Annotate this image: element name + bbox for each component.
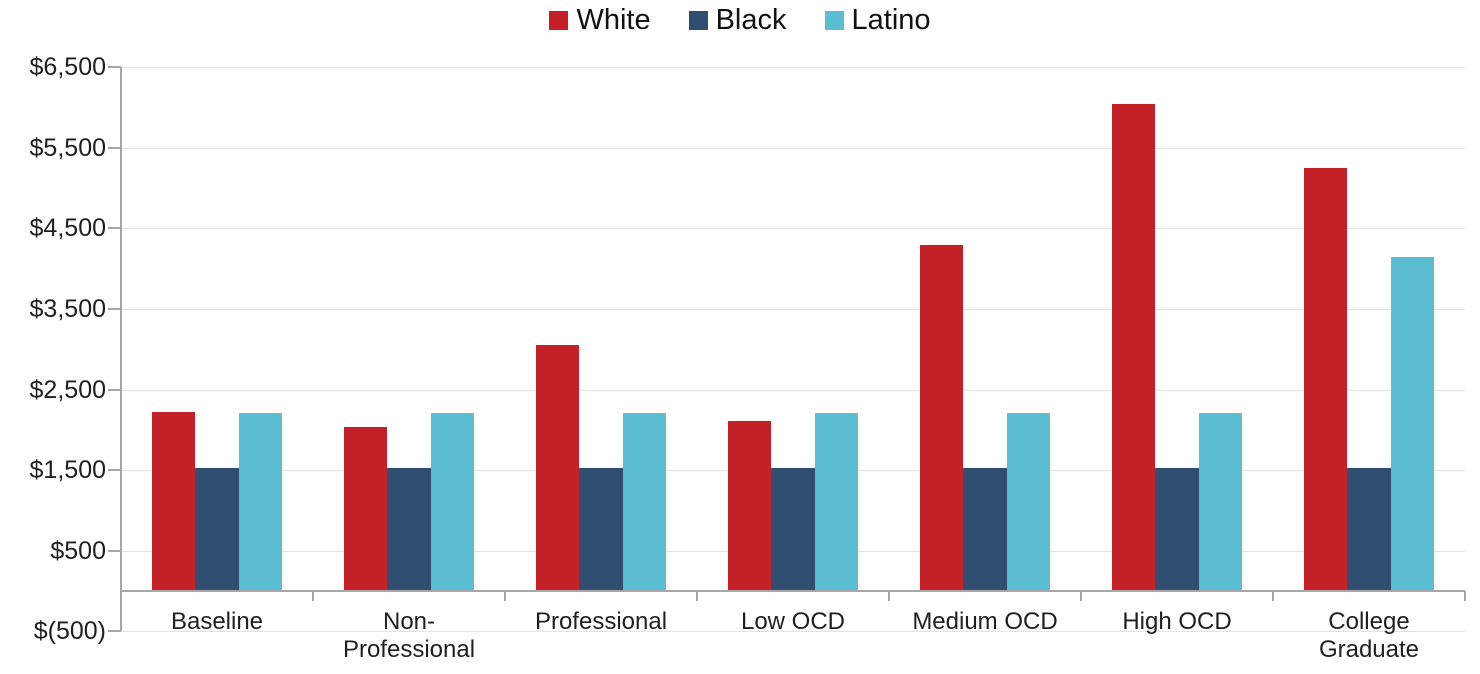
x-category-label: Non- Professional [342,608,476,663]
bar-white-low-ocd [728,421,772,591]
y-tick-label: $1,500 [29,456,106,485]
x-axis-tick [888,591,890,601]
y-tick-label: $5,500 [29,133,106,162]
bar-white-baseline [152,412,196,591]
y-axis-tick [108,66,121,69]
x-axis-tick [1272,591,1274,601]
gridline [121,228,1465,230]
x-category-label: Professional [534,608,668,635]
bar-black-professional [579,467,623,591]
bar-white-college-graduate [1304,168,1348,591]
x-category-label: High OCD [1122,608,1232,635]
x-axis-line [121,590,1465,592]
y-axis-tick [108,549,121,552]
bar-latino-low-ocd [814,412,858,591]
y-tick-label: $500 [50,536,106,565]
bar-black-non-professional [387,467,431,591]
y-tick-label: $6,500 [29,53,106,82]
y-tick-label: $(500) [33,617,106,646]
bar-white-professional [536,344,580,591]
bar-black-medium-ocd [963,467,1007,591]
gridline [121,147,1465,149]
x-category-label: Medium OCD [912,608,1058,635]
x-axis-tick [1464,591,1466,601]
x-axis-tick [504,591,506,601]
legend-swatch-black [688,10,708,30]
x-category-label: Low OCD [740,608,846,635]
bar-black-baseline [195,467,239,591]
gridline [121,631,1465,633]
x-axis-tick [1080,591,1082,601]
legend-item-black: Black [688,3,787,36]
legend-label-latino: Latino [851,3,931,36]
legend-swatch-white [549,10,569,30]
bar-black-college-graduate [1347,467,1391,591]
y-axis-tick [108,630,121,633]
bar-black-low-ocd [771,467,815,591]
x-axis-tick [120,591,122,601]
y-axis-tick [108,469,121,472]
bar-latino-baseline [238,412,282,591]
y-axis-tick [108,308,121,310]
x-category-label: Baseline [170,608,264,635]
y-axis-tick [108,388,121,391]
bar-white-non-professional [344,426,388,591]
bar-black-high-ocd [1155,467,1199,591]
bar-latino-college-graduate [1390,256,1434,591]
bar-latino-professional [622,412,666,591]
legend-label-black: Black [715,3,787,36]
legend-item-latino: Latino [824,3,931,36]
y-tick-label: $4,500 [29,214,106,243]
bar-white-high-ocd [1112,103,1156,591]
legend-item-white: White [549,3,651,36]
gridline [121,309,1465,310]
gridline [121,389,1465,391]
x-axis-tick [312,591,314,601]
chart-legend: White Black Latino [0,0,1480,40]
y-tick-label: $3,500 [29,295,106,323]
gridline [121,67,1465,69]
legend-swatch-latino [824,10,844,30]
y-axis-line [120,67,122,632]
legend-label-white: White [576,3,651,36]
y-axis-tick [108,227,121,230]
bar-latino-medium-ocd [1006,412,1050,591]
y-axis-tick [108,146,121,149]
y-tick-label: $2,500 [29,375,106,404]
bar-latino-high-ocd [1198,412,1242,591]
bar-white-medium-ocd [920,244,964,591]
bar-latino-non-professional [430,412,474,591]
x-axis-tick [696,591,698,601]
x-category-label: College Graduate [1318,608,1420,663]
